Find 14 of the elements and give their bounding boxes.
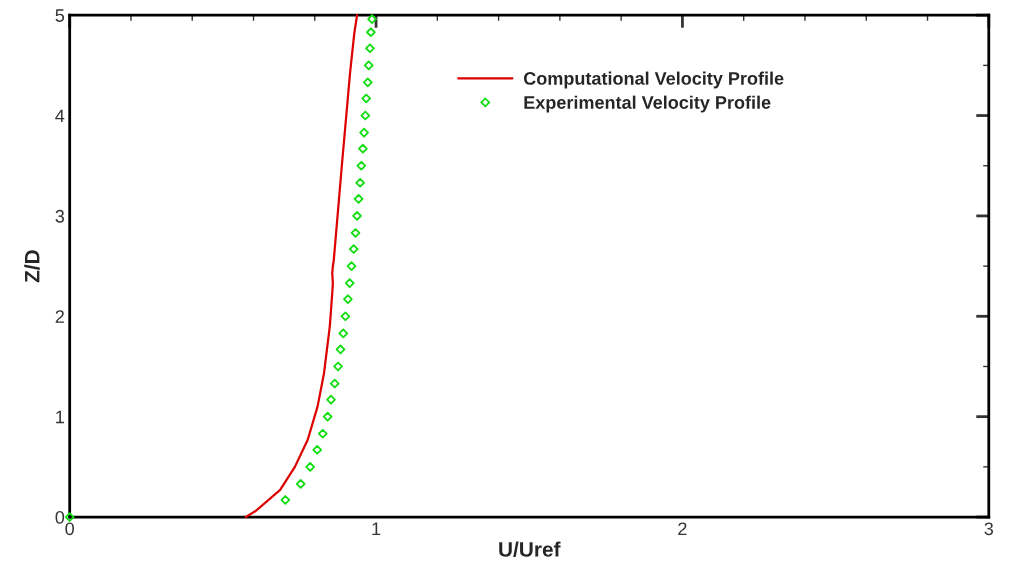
y-tick-label: 0 <box>55 510 65 524</box>
x-tick-label: 3 <box>984 522 994 536</box>
legend-label: Computational Velocity Profile <box>523 71 784 89</box>
x-tick-label: 2 <box>678 522 687 535</box>
y-tick-label: 5 <box>55 9 65 22</box>
legend-label: Experimental Velocity Profile <box>524 95 771 113</box>
y-tick-label: 1 <box>56 410 64 424</box>
x-axis-title: U/Uref <box>499 541 561 558</box>
y-axis-title: Z/D <box>24 250 40 283</box>
y-tick-label: 2 <box>55 310 64 323</box>
x-tick-label: 0 <box>65 522 75 536</box>
y-tick-label: 4 <box>55 109 65 123</box>
x-tick-label: 1 <box>372 522 381 535</box>
y-tick-label: 3 <box>55 209 65 223</box>
